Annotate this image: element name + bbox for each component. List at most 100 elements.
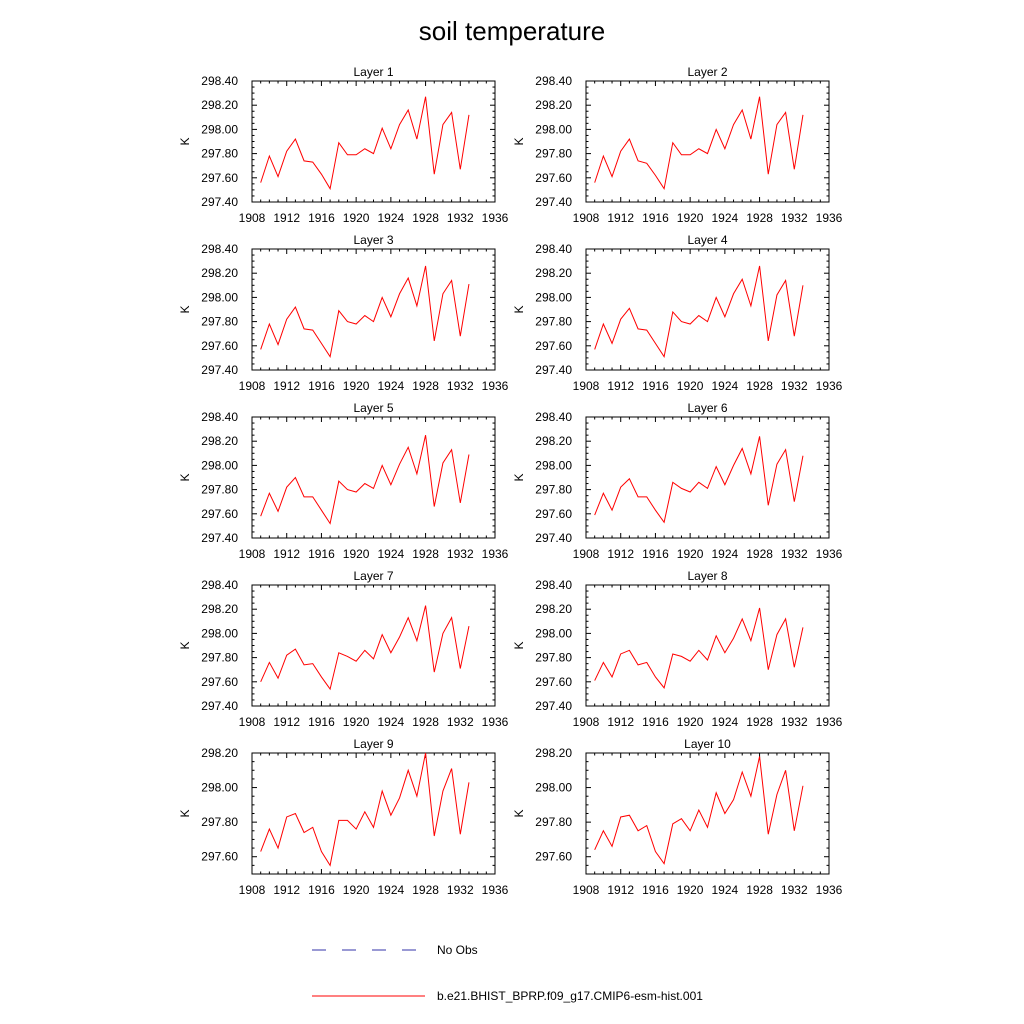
y-tick-label: 297.80 xyxy=(201,147,238,161)
x-tick-label: 1928 xyxy=(412,211,439,225)
x-tick-label: 1936 xyxy=(816,883,843,897)
x-tick-label: 1916 xyxy=(642,883,669,897)
y-tick-label: 297.60 xyxy=(201,507,238,521)
y-axis-label: K xyxy=(178,137,192,145)
x-tick-label: 1924 xyxy=(712,547,739,561)
x-tick-label: 1908 xyxy=(573,715,600,729)
y-tick-label: 297.40 xyxy=(535,531,572,545)
y-tick-label: 297.80 xyxy=(535,651,572,665)
x-tick-label: 1912 xyxy=(607,547,634,561)
y-tick-label: 297.80 xyxy=(535,483,572,497)
x-tick-label: 1912 xyxy=(273,715,300,729)
x-tick-label: 1908 xyxy=(239,211,266,225)
legend-model-label: b.e21.BHIST_BPRP.f09_g17.CMIP6-esm-hist.… xyxy=(437,989,703,1003)
series-line xyxy=(260,265,470,359)
y-axis-label: K xyxy=(512,809,526,817)
y-tick-label: 297.40 xyxy=(201,195,238,209)
y-tick-label: 298.40 xyxy=(535,74,572,88)
panel-frame xyxy=(585,416,830,539)
y-tick-label: 297.60 xyxy=(535,171,572,185)
x-tick-label: 1920 xyxy=(677,547,704,561)
y-tick-label: 297.40 xyxy=(535,363,572,377)
y-tick-label: 298.20 xyxy=(535,434,572,448)
y-tick-label: 297.80 xyxy=(201,483,238,497)
x-tick-label: 1928 xyxy=(746,211,773,225)
panel-layer-7: Layer 7 1908 1912 1916 1920 1924 1928 1932 1936 2… xyxy=(178,569,509,729)
y-axis-label: K xyxy=(512,137,526,145)
x-tick-label: 1912 xyxy=(607,379,634,393)
y-tick-label: 297.80 xyxy=(535,315,572,329)
panel-layer-6: Layer 6 1908 1912 1916 1920 1924 1928 1932 1936 2… xyxy=(512,401,843,561)
x-tick-label: 1920 xyxy=(343,547,370,561)
y-tick-label: 297.80 xyxy=(535,147,572,161)
panel-frame xyxy=(585,584,830,707)
x-tick-label: 1924 xyxy=(712,715,739,729)
y-axis-label: K xyxy=(512,305,526,313)
x-tick-label: 1920 xyxy=(343,883,370,897)
panel-layer-9: Layer 9 1908 1912 1916 1920 1924 1928 1932 1936 2… xyxy=(178,737,509,897)
x-tick-label: 1932 xyxy=(447,715,474,729)
x-tick-label: 1936 xyxy=(816,379,843,393)
x-tick-label: 1912 xyxy=(273,211,300,225)
panel-frame xyxy=(251,80,496,203)
x-tick-label: 1916 xyxy=(642,547,669,561)
x-tick-label: 1912 xyxy=(607,883,634,897)
series-line xyxy=(594,265,804,358)
x-tick-label: 1920 xyxy=(677,883,704,897)
x-tick-label: 1908 xyxy=(239,547,266,561)
x-tick-label: 1912 xyxy=(273,379,300,393)
x-tick-label: 1908 xyxy=(573,379,600,393)
legend: No Obs b.e21.BHIST_BPRP.f09_g17.CMIP6-es… xyxy=(312,943,703,1003)
panel-title: Layer 2 xyxy=(687,65,727,79)
panel-layer-5: Layer 5 1908 1912 1916 1920 1924 1928 1932 1936 2… xyxy=(178,401,509,561)
x-tick-label: 1920 xyxy=(343,379,370,393)
series-line xyxy=(260,435,470,525)
y-tick-label: 298.00 xyxy=(535,458,572,472)
panel-title: Layer 9 xyxy=(353,737,393,751)
x-tick-label: 1936 xyxy=(482,211,509,225)
y-tick-label: 298.20 xyxy=(535,746,572,760)
y-tick-label: 298.00 xyxy=(201,626,238,640)
y-tick-label: 298.40 xyxy=(201,74,238,88)
y-tick-label: 298.00 xyxy=(201,122,238,136)
y-tick-label: 297.60 xyxy=(535,339,572,353)
x-tick-label: 1920 xyxy=(677,211,704,225)
panel-frame xyxy=(251,248,496,371)
x-tick-label: 1928 xyxy=(746,379,773,393)
x-tick-label: 1928 xyxy=(746,883,773,897)
series-line xyxy=(260,752,470,867)
y-tick-label: 297.40 xyxy=(201,699,238,713)
x-tick-label: 1916 xyxy=(308,547,335,561)
panel-title: Layer 10 xyxy=(684,737,731,751)
y-tick-label: 298.20 xyxy=(201,602,238,616)
panel-frame xyxy=(585,752,830,875)
y-tick-label: 297.60 xyxy=(201,850,238,864)
panel-layer-4: Layer 4 1908 1912 1916 1920 1924 1928 1932 1936 2… xyxy=(512,233,843,393)
panel-layer-3: Layer 3 1908 1912 1916 1920 1924 1928 1932 1936 2… xyxy=(178,233,509,393)
x-tick-label: 1932 xyxy=(781,883,808,897)
panel-title: Layer 8 xyxy=(687,569,727,583)
y-tick-label: 297.60 xyxy=(535,507,572,521)
x-tick-label: 1936 xyxy=(482,547,509,561)
y-tick-label: 298.40 xyxy=(201,578,238,592)
x-tick-label: 1932 xyxy=(447,211,474,225)
x-tick-label: 1916 xyxy=(642,211,669,225)
panel-frame xyxy=(585,80,830,203)
y-tick-label: 298.40 xyxy=(201,242,238,256)
panel-title: Layer 4 xyxy=(687,233,727,247)
y-tick-label: 298.20 xyxy=(535,266,572,280)
series-line xyxy=(260,605,470,691)
x-tick-label: 1924 xyxy=(378,547,405,561)
series-line xyxy=(594,607,804,689)
x-tick-label: 1920 xyxy=(343,715,370,729)
panel-title: Layer 1 xyxy=(353,65,393,79)
x-tick-label: 1932 xyxy=(447,379,474,393)
x-tick-label: 1920 xyxy=(343,211,370,225)
y-tick-label: 298.20 xyxy=(201,434,238,448)
x-tick-label: 1912 xyxy=(273,547,300,561)
x-tick-label: 1908 xyxy=(573,211,600,225)
legend-obs-label: No Obs xyxy=(437,943,478,957)
x-tick-label: 1908 xyxy=(239,379,266,393)
y-tick-label: 297.80 xyxy=(201,651,238,665)
